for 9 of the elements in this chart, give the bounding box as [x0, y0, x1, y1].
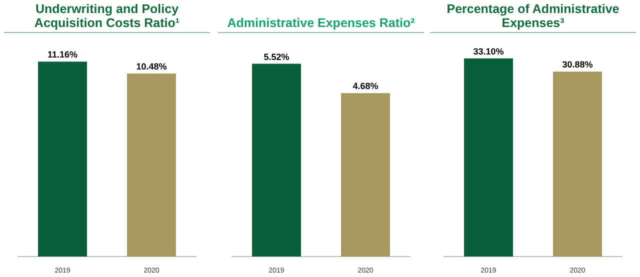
- data-label: 30.88%: [562, 60, 593, 70]
- data-label: 5.52%: [264, 52, 290, 62]
- data-label: 4.68%: [352, 81, 378, 92]
- data-label: 11.16%: [47, 50, 78, 60]
- chart-title: Percentage of Administrative Expenses³: [446, 1, 620, 30]
- data-label: 33.10%: [473, 46, 504, 56]
- data-label: 10.48%: [136, 62, 167, 72]
- chart-title: Administrative Expenses Ratio²: [226, 15, 416, 30]
- chart-title: Underwriting and Policy Acquisition Costs Ratio¹: [33, 1, 181, 30]
